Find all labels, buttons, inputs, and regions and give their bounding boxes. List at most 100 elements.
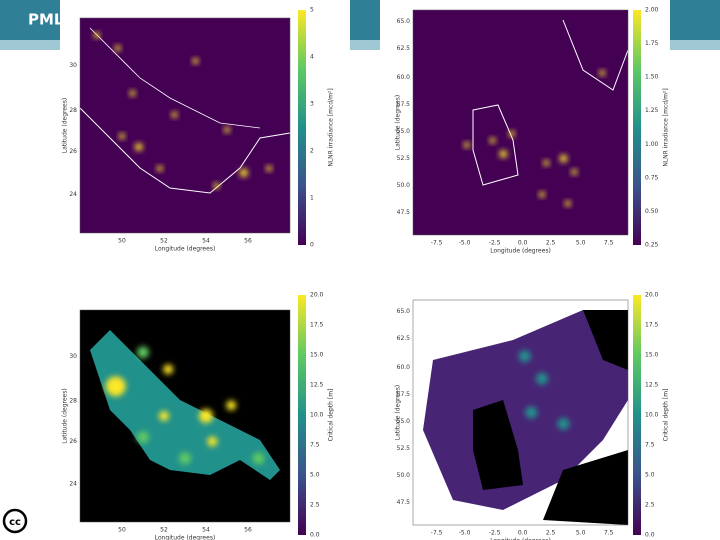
y-tick-label: 28 (69, 398, 77, 405)
y-tick-label: 24 (69, 480, 77, 487)
x-axis-label: Longitude (degrees) (490, 248, 551, 255)
colorbar-tick-label: 0.0 (645, 532, 655, 539)
colorbar-tick-label: 1 (310, 195, 314, 202)
sea (423, 310, 628, 510)
colorbar-tick-label: 2 (310, 148, 314, 155)
x-tick-label: 50 (118, 238, 126, 245)
colorbar-tick-label: 10.0 (310, 412, 324, 419)
colorbar-label: NLNR irradiance [mcd/m²] (328, 88, 335, 166)
glow (536, 372, 548, 385)
colorbar-tick-label: 12.5 (310, 382, 324, 389)
colorbar-tick-label: 1.00 (645, 141, 659, 148)
glow (564, 200, 571, 207)
glow (239, 168, 248, 177)
map-background (413, 10, 628, 235)
y-tick-label: 57.5 (397, 391, 411, 398)
coastline (79, 107, 291, 194)
colorbar-tick-label: 1.50 (645, 74, 659, 81)
colorbar-tick-label: 10.0 (645, 412, 659, 419)
glow (93, 32, 100, 39)
glow (559, 154, 568, 163)
colorbar-tick-label: 20.0 (645, 292, 659, 299)
colorbar-tick-label: 5 (310, 7, 314, 14)
x-tick-label: -7.5 (431, 530, 443, 537)
y-tick-label: 55.0 (397, 418, 411, 425)
land (583, 310, 628, 370)
x-tick-label: 0.0 (518, 240, 528, 247)
colorbar-tick-label: 7.5 (645, 442, 655, 449)
glow (518, 350, 531, 363)
plot-frame (412, 9, 629, 236)
y-tick-label: 24 (69, 191, 77, 198)
y-axis-label: Latitude (degrees) (395, 385, 402, 440)
coastline (562, 19, 629, 91)
colorbar-tick-label: 3 (310, 101, 314, 108)
colorbar (298, 10, 306, 245)
y-tick-label: 65.0 (397, 18, 411, 25)
colorbar-tick-label: 2.5 (310, 502, 320, 509)
colorbar (298, 295, 306, 535)
glow (226, 400, 237, 411)
colorbar-tick-label: 15.0 (310, 352, 324, 359)
y-tick-label: 57.5 (397, 101, 411, 108)
y-tick-label: 65.0 (397, 308, 411, 315)
y-tick-label: 62.5 (397, 45, 411, 52)
y-tick-label: 47.5 (397, 209, 411, 216)
plot-frame (79, 309, 291, 523)
colorbar-tick-label: 7.5 (310, 442, 320, 449)
y-tick-label: 52.5 (397, 155, 411, 162)
glow (224, 126, 230, 133)
map-panel: 2.00 1.75 1.50 1.25 1.00 0.75 0.50 0.25 -7.5 -5.0… (395, 7, 670, 255)
glow (252, 452, 265, 465)
x-axis-label: Longitude (degrees) (490, 538, 551, 540)
x-tick-label: 2.5 (546, 240, 556, 247)
plot-frame (79, 17, 291, 234)
x-tick-label: 54 (202, 527, 210, 534)
y-tick-label: 26 (69, 148, 77, 155)
map-panel: 20.0 17.5 15.0 12.5 10.0 7.5 5.0 2.5 0.0 50 52 54 56… (62, 292, 335, 540)
y-tick-label: 52.5 (397, 445, 411, 452)
colorbar-tick-label: 17.5 (310, 322, 324, 329)
colorbar-label: NLNR irradiance [mcd/m²] (663, 88, 670, 166)
y-tick-label: 47.5 (397, 499, 411, 506)
y-tick-label: 26 (69, 438, 77, 445)
colorbar-tick-label: 5.0 (310, 472, 320, 479)
glow (266, 165, 272, 172)
x-tick-label: 54 (202, 238, 210, 245)
colorbar-tick-label: 20.0 (310, 292, 324, 299)
glow (499, 150, 508, 158)
colorbar-tick-label: 12.5 (645, 382, 659, 389)
x-tick-label: 56 (244, 238, 252, 245)
x-tick-label: 50 (118, 527, 126, 534)
x-tick-label: -7.5 (431, 240, 443, 247)
glow (159, 411, 169, 421)
map-background (80, 18, 290, 233)
colorbar-tick-label: 0.50 (645, 208, 659, 215)
x-tick-label: 52 (160, 238, 168, 245)
cc-logo-text: cc (9, 517, 21, 528)
banner-stripe (0, 40, 720, 50)
x-tick-label: 5.0 (576, 240, 586, 247)
glow (213, 182, 220, 189)
colorbar-tick-label: 17.5 (645, 322, 659, 329)
colorbar-tick-label: 0.25 (645, 242, 659, 249)
glow (207, 436, 218, 447)
x-tick-label: 0.0 (518, 530, 528, 537)
glow (508, 130, 515, 137)
glow (137, 346, 149, 359)
x-axis-label: Longitude (degrees) (155, 246, 216, 253)
glow (557, 417, 570, 430)
glow (463, 142, 470, 148)
y-tick-label: 50.0 (397, 182, 411, 189)
glow (171, 111, 178, 118)
y-tick-label: 60.0 (397, 74, 411, 81)
colorbar-tick-label: 2.00 (645, 7, 659, 14)
land (473, 400, 523, 490)
colorbar-label: Critical depth [m] (663, 389, 670, 442)
y-axis-label: Latitude (degrees) (62, 98, 69, 153)
colorbar-tick-label: 1.25 (645, 107, 659, 114)
slide-title: PML (28, 11, 64, 29)
colorbar-tick-label: 5.0 (645, 472, 655, 479)
y-axis-label: Latitude (degrees) (62, 388, 69, 443)
